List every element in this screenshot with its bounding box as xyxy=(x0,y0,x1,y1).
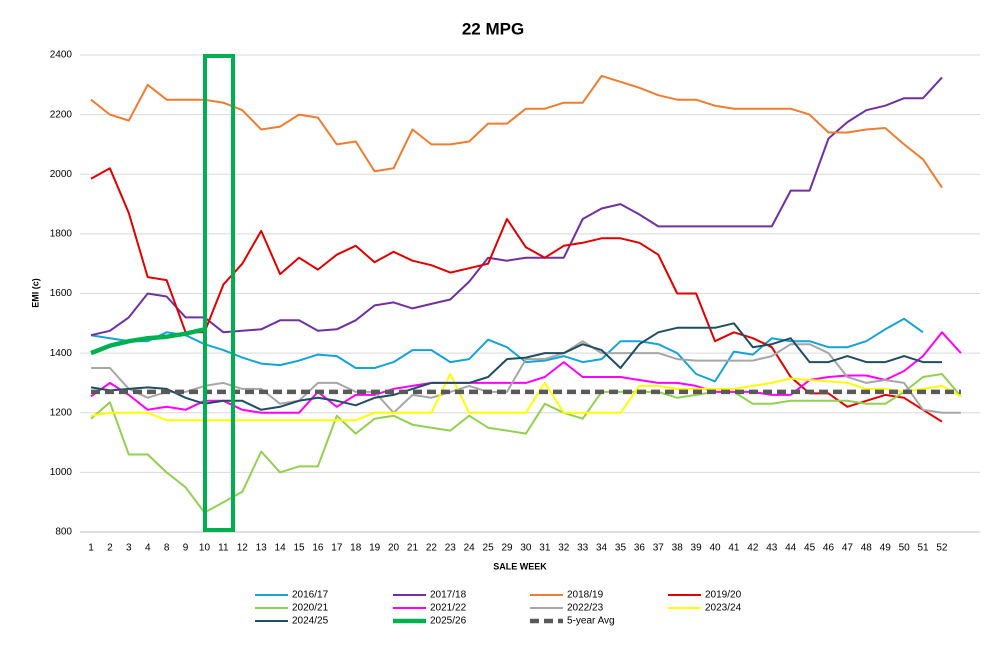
x-tick-label: 47 xyxy=(842,543,854,554)
x-tick-label: 37 xyxy=(653,543,665,554)
x-tick-label: 10 xyxy=(199,543,211,554)
x-tick-label: 46 xyxy=(823,543,835,554)
x-tick-label: 51 xyxy=(917,543,929,554)
y-tick-label: 1200 xyxy=(50,407,73,418)
x-tick-label: 38 xyxy=(672,543,684,554)
x-tick-label: 45 xyxy=(804,543,816,554)
x-tick-label: 52 xyxy=(936,543,948,554)
x-tick-label: 11 xyxy=(218,543,229,554)
x-tick-label: 8 xyxy=(164,543,170,554)
y-tick-label: 2200 xyxy=(50,109,73,120)
x-tick-label: 34 xyxy=(596,543,608,554)
x-tick-label: 14 xyxy=(275,543,287,554)
y-tick-label: 1600 xyxy=(50,288,73,299)
legend-label: 2025/26 xyxy=(430,616,467,627)
x-tick-label: 1 xyxy=(88,543,94,554)
y-tick-label: 2000 xyxy=(50,169,73,180)
x-tick-label: 41 xyxy=(728,543,740,554)
x-tick-label: 24 xyxy=(464,543,476,554)
x-tick-label: 32 xyxy=(558,543,570,554)
legend-label: 2021/22 xyxy=(430,603,467,614)
series-line xyxy=(90,373,962,514)
legend-label: 2019/20 xyxy=(705,590,742,601)
x-tick-label: 36 xyxy=(634,543,646,554)
y-tick-label: 800 xyxy=(55,527,72,538)
y-tick-label: 1800 xyxy=(50,229,73,240)
x-tick-label: 43 xyxy=(766,543,778,554)
x-tick-label: 2 xyxy=(107,543,113,554)
x-tick-label: 9 xyxy=(183,543,189,554)
x-tick-label: 21 xyxy=(407,543,419,554)
series-line xyxy=(90,331,962,414)
x-tick-label: 30 xyxy=(520,543,532,554)
legend-label: 2016/17 xyxy=(292,590,329,601)
x-tick-label: 20 xyxy=(388,543,400,554)
x-tick-label: 49 xyxy=(880,543,892,554)
x-tick-label: 48 xyxy=(861,543,873,554)
x-tick-label: 16 xyxy=(312,543,324,554)
x-tick-label: 25 xyxy=(483,543,495,554)
x-tick-label: 15 xyxy=(293,543,305,554)
x-tick-label: 18 xyxy=(350,543,362,554)
x-tick-label: 50 xyxy=(899,543,911,554)
x-tick-label: 4 xyxy=(145,543,151,554)
x-tick-label: 13 xyxy=(256,543,268,554)
x-tick-label: 42 xyxy=(747,543,759,554)
legend-label: 5-year Avg xyxy=(567,616,615,627)
legend-label: 2024/25 xyxy=(292,616,329,627)
highlight-box xyxy=(203,54,235,532)
x-tick-label: 22 xyxy=(426,543,438,554)
x-axis-label: SALE WEEK xyxy=(493,561,547,571)
legend-label: 2022/23 xyxy=(567,603,604,614)
chart-title: 22 MPG xyxy=(462,19,524,38)
series-line xyxy=(90,373,962,422)
y-tick-label: 1000 xyxy=(50,467,73,478)
x-tick-label: 39 xyxy=(691,543,703,554)
y-tick-label: 2400 xyxy=(50,50,73,61)
x-tick-label: 31 xyxy=(539,543,551,554)
x-tick-label: 23 xyxy=(445,543,457,554)
legend-label: 2020/21 xyxy=(292,603,329,614)
x-tick-label: 19 xyxy=(369,543,381,554)
x-tick-label: 12 xyxy=(237,543,249,554)
series-line xyxy=(91,340,961,414)
legend-label: 2017/18 xyxy=(430,590,467,601)
x-tick-label: 40 xyxy=(709,543,721,554)
y-axis-label: EMI (c) xyxy=(30,278,40,308)
x-tick-label: 35 xyxy=(615,543,627,554)
series-line xyxy=(90,327,206,356)
x-tick-label: 3 xyxy=(126,543,132,554)
x-tick-label: 33 xyxy=(577,543,589,554)
x-tick-label: 44 xyxy=(785,543,797,554)
legend-label: 2023/24 xyxy=(705,603,742,614)
legend-label: 2018/19 xyxy=(567,590,604,601)
y-tick-label: 1400 xyxy=(50,348,73,359)
x-tick-label: 17 xyxy=(331,543,343,554)
x-tick-label: 29 xyxy=(501,543,513,554)
